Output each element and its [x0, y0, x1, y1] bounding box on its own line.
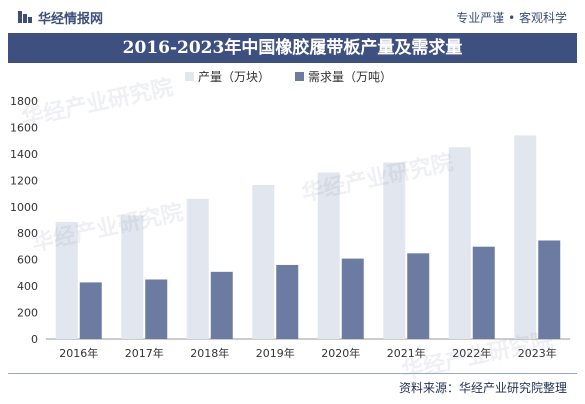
top-bar: 华经情报网 专业严谨 • 客观科学: [0, 0, 585, 33]
brand-name: 华经情报网: [38, 12, 104, 27]
bar-demand: [407, 253, 430, 339]
y-tick-label: 1800: [10, 95, 38, 108]
legend-swatch: [185, 72, 194, 81]
y-tick-label: 0: [31, 333, 38, 346]
y-tick-label: 600: [17, 254, 38, 267]
bar-demand: [276, 264, 299, 339]
y-tick-label: 1600: [10, 121, 38, 134]
bar-chart: 0 200 400 600 800 1000 1200 1400 1600 1800 2016年 20…: [10, 70, 570, 360]
slogan: 专业严谨 • 客观科学: [456, 11, 567, 25]
chart-area: 0 200 400 600 800 1000 1200 1400 1600 1800 2016年 20…: [0, 63, 585, 373]
legend-label: 产量（万块）: [198, 70, 270, 84]
y-tick-label: 1400: [10, 148, 38, 161]
y-tick-label: 200: [17, 307, 38, 320]
x-tick-label: 2019年: [256, 346, 295, 360]
y-tick-label: 800: [17, 227, 38, 240]
legend-label: 需求量（万吨）: [308, 70, 392, 84]
bar-production: [514, 135, 537, 339]
x-tick-label: 2020年: [321, 346, 360, 360]
y-tick-label: 1200: [10, 174, 38, 187]
bar-demand: [341, 258, 364, 339]
bar-demand: [472, 246, 495, 339]
bar-production: [121, 215, 144, 339]
bar-demand: [79, 282, 102, 339]
x-tick-label: 2023年: [518, 346, 557, 360]
legend-swatch: [295, 72, 304, 81]
x-tick-label: 2022年: [452, 346, 491, 360]
x-tick-label: 2016年: [59, 346, 98, 360]
bar-production: [317, 172, 340, 339]
chart-title: 2016-2023年中国橡胶履带板产量及需求量: [8, 33, 577, 63]
bar-production: [252, 184, 275, 339]
logo-icon: [18, 11, 32, 23]
bar-demand: [145, 279, 168, 339]
x-tick-label: 2018年: [190, 346, 229, 360]
source-note: 资料来源：华经产业研究院整理: [398, 381, 567, 395]
y-tick-label: 1000: [10, 201, 38, 214]
footer-divider: [8, 373, 577, 374]
bar-demand: [538, 240, 561, 339]
bar-demand: [210, 271, 233, 339]
bar-production: [383, 162, 406, 339]
bar-production: [448, 147, 471, 339]
bar-production: [55, 221, 78, 339]
x-tick-label: 2017年: [125, 346, 164, 360]
y-tick-label: 400: [17, 280, 38, 293]
x-tick-label: 2021年: [387, 346, 426, 360]
bar-production: [186, 198, 209, 339]
